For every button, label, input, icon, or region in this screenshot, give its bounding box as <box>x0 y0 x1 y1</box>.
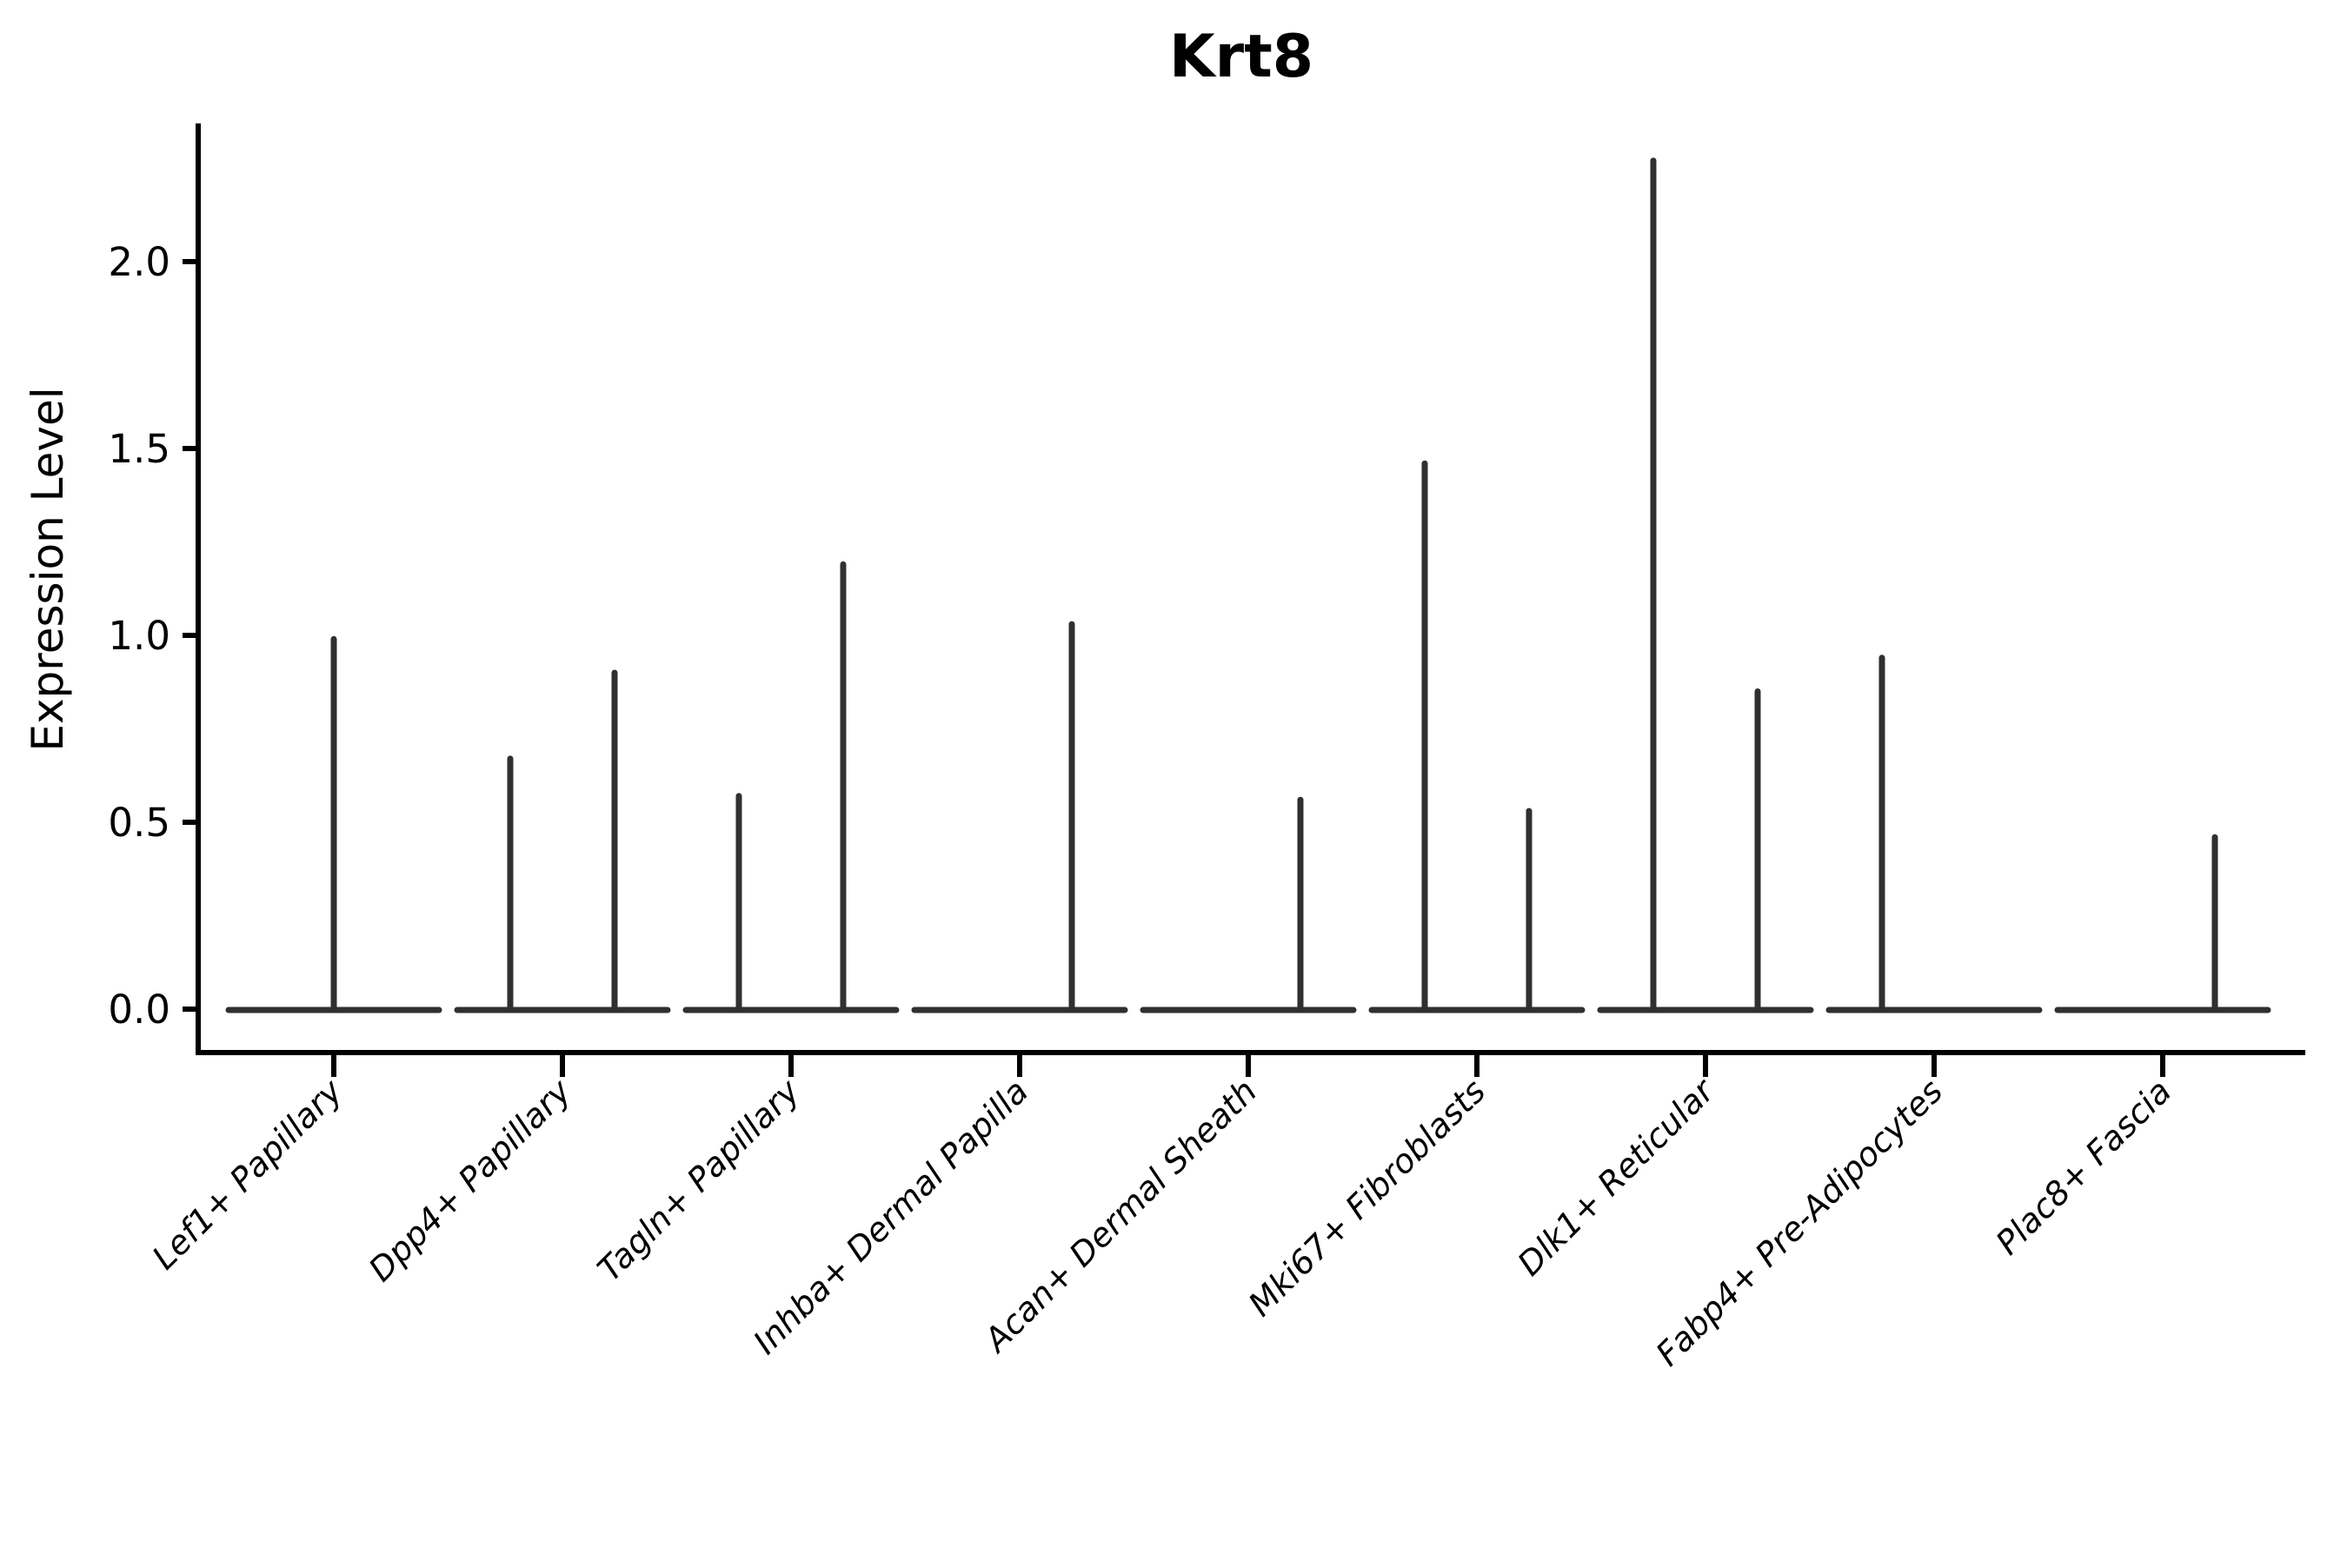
chart-title: Krt8 <box>1168 23 1314 91</box>
y-axis-title: Expression Level <box>23 387 73 752</box>
x-axis-tick-label: Dlk1+ Reticular <box>1510 1071 1723 1284</box>
x-axis-tick-label: Lef1+ Papillary <box>145 1072 350 1277</box>
y-axis-tick-label: 0.5 <box>108 800 170 846</box>
x-axis-tick-label: Mki67+ Fibroblasts <box>1241 1072 1493 1324</box>
x-axis-tick-label: Plac8+ Fascia <box>1989 1072 2179 1262</box>
y-axis-tick-label: 1.5 <box>108 426 170 472</box>
x-axis-tick-label: Dpp4+ Papillary <box>362 1072 579 1289</box>
y-axis-tick-label: 1.0 <box>108 613 170 659</box>
y-axis-tick-label: 2.0 <box>108 239 170 285</box>
y-axis-tick-label: 0.0 <box>108 987 170 1033</box>
x-axis-tick-label: Tagln+ Papillary <box>590 1072 808 1289</box>
